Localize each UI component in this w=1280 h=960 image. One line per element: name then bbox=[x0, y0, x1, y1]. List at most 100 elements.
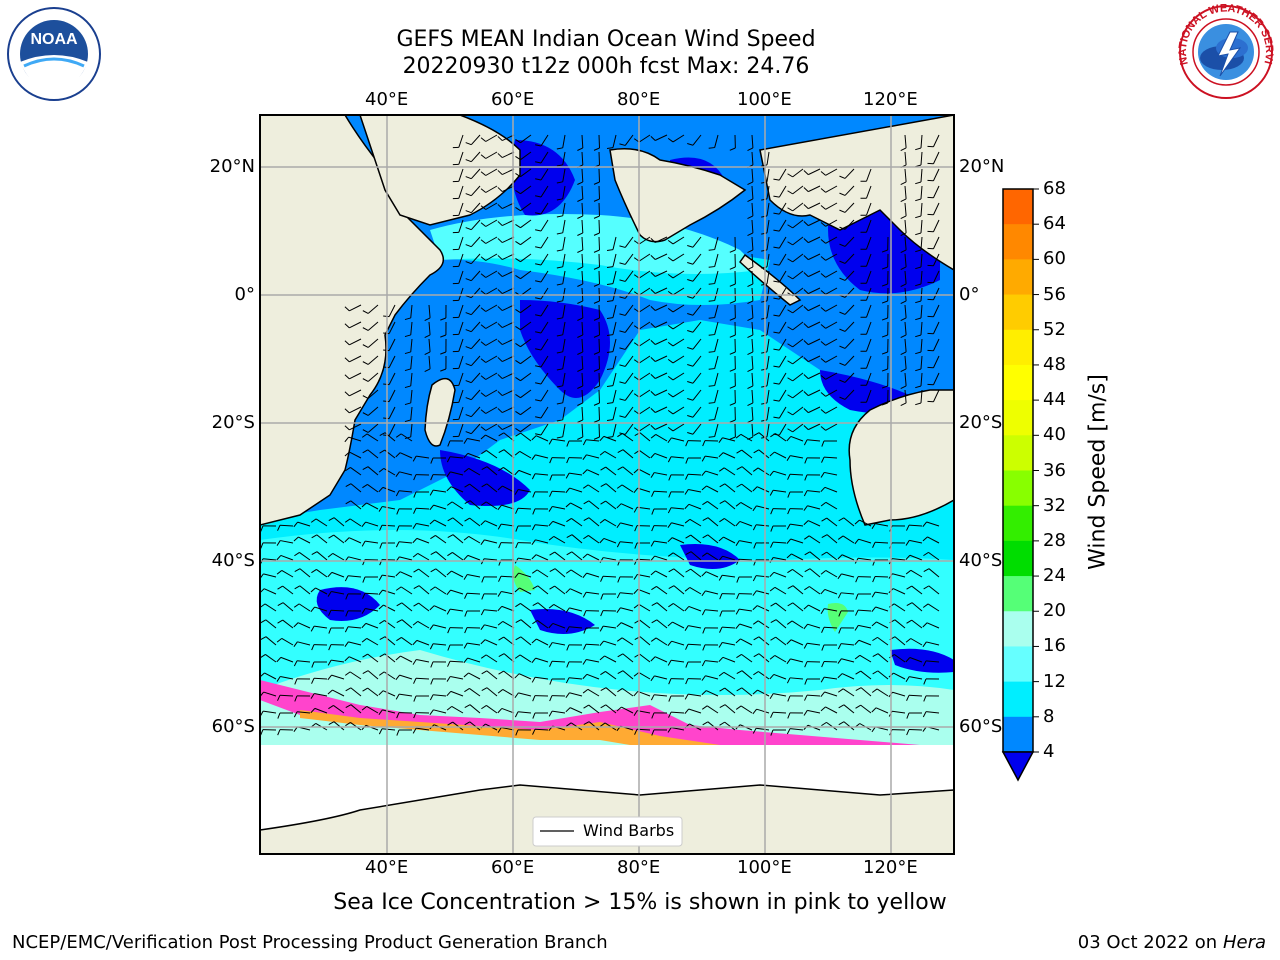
wind-barb-flag bbox=[328, 517, 335, 521]
wind-barb bbox=[366, 705, 379, 714]
wind-barb-flag bbox=[719, 721, 725, 726]
wind-barb bbox=[562, 338, 566, 352]
wind-barb-flag bbox=[752, 708, 757, 715]
wind-barb-flag bbox=[593, 283, 600, 287]
wind-barb bbox=[778, 372, 787, 385]
wind-barb-flag bbox=[344, 323, 350, 329]
wind-barb-flag bbox=[344, 425, 350, 431]
wind-barb-flag bbox=[480, 539, 485, 546]
wind-barb-flag bbox=[531, 554, 537, 560]
wind-barb bbox=[333, 517, 345, 527]
wind-barb bbox=[401, 637, 413, 646]
wind-barb bbox=[470, 236, 481, 247]
wind-barb-flag bbox=[404, 368, 411, 372]
wind-barb bbox=[933, 321, 940, 334]
wind-barb bbox=[655, 570, 668, 578]
wind-barb-flag bbox=[345, 704, 352, 709]
wind-barb bbox=[410, 389, 413, 403]
wind-barb bbox=[501, 591, 515, 595]
wind-barb bbox=[399, 452, 413, 459]
wind-barb bbox=[842, 535, 855, 544]
wind-barb bbox=[705, 470, 719, 476]
wind-barb bbox=[586, 454, 600, 459]
wind-barb-flag bbox=[577, 232, 584, 236]
wind-barb-flag bbox=[362, 412, 369, 416]
wind-barb-flag bbox=[915, 232, 922, 236]
wind-barb bbox=[581, 304, 584, 319]
wind-barb bbox=[756, 708, 770, 714]
wind-barb-flag bbox=[464, 517, 470, 522]
wind-barb bbox=[705, 660, 719, 663]
wind-barb bbox=[621, 637, 634, 646]
wind-barb bbox=[808, 253, 821, 261]
wind-barb bbox=[350, 500, 362, 510]
wind-barb-flag bbox=[687, 398, 694, 401]
wind-barb-flag bbox=[396, 712, 400, 719]
wind-barb-flag bbox=[708, 368, 715, 370]
wind-barb-flag bbox=[413, 568, 419, 573]
wind-barb-flag bbox=[803, 187, 809, 192]
wind-barb bbox=[501, 707, 515, 714]
wind-barb-flag bbox=[514, 587, 520, 593]
wind-barb-flag bbox=[276, 570, 283, 575]
wind-barb bbox=[552, 520, 566, 527]
wind-barb-flag bbox=[535, 365, 542, 368]
wind-barb-flag bbox=[464, 593, 468, 599]
wind-barb-flag bbox=[464, 627, 468, 634]
wind-barb-flag bbox=[497, 187, 503, 192]
wind-barb bbox=[910, 638, 923, 646]
wind-barb-flag bbox=[719, 626, 723, 633]
colorbar-segment bbox=[1003, 540, 1033, 577]
wind-barb bbox=[518, 572, 532, 578]
wind-barb bbox=[603, 537, 617, 544]
wind-barb bbox=[807, 623, 821, 629]
wind-barb bbox=[502, 304, 515, 312]
wind-barb bbox=[415, 677, 430, 680]
wind-barb bbox=[808, 372, 821, 380]
wind-barb bbox=[365, 608, 379, 612]
wind-barb-flag bbox=[260, 603, 266, 608]
wind-barb bbox=[778, 236, 787, 249]
wind-barb bbox=[655, 304, 668, 311]
wind-barb-flag bbox=[593, 215, 600, 219]
wind-barb bbox=[265, 654, 277, 663]
wind-barb-flag bbox=[378, 487, 384, 493]
wind-barb-flag bbox=[430, 535, 436, 540]
wind-barb bbox=[624, 423, 634, 435]
wind-barb-flag bbox=[429, 489, 434, 496]
wind-barb bbox=[450, 456, 464, 459]
wind-barb-flag bbox=[294, 585, 301, 590]
wind-barb-flag bbox=[465, 414, 472, 418]
wind-barb bbox=[751, 168, 754, 183]
wind-barb bbox=[333, 534, 345, 544]
wind-barb bbox=[672, 423, 685, 432]
wind-barb bbox=[502, 338, 515, 346]
wind-barb bbox=[365, 521, 379, 527]
wind-barb bbox=[581, 185, 584, 200]
wind-barb bbox=[502, 253, 515, 261]
wind-barb bbox=[654, 540, 668, 544]
wind-barb-flag bbox=[650, 288, 656, 294]
wind-barb-flag bbox=[770, 729, 774, 736]
wind-barb-flag bbox=[787, 360, 793, 365]
wind-barb bbox=[792, 270, 804, 280]
wind-barb bbox=[876, 621, 889, 629]
wind-barb-flag bbox=[685, 440, 689, 447]
wind-barb bbox=[841, 592, 855, 595]
wind-barb-flag bbox=[633, 468, 639, 474]
wind-barb bbox=[263, 691, 277, 697]
wind-barb-flag bbox=[582, 591, 587, 598]
wind-barb-flag bbox=[803, 374, 809, 379]
wind-barb bbox=[926, 521, 940, 527]
wind-barb-flag bbox=[667, 659, 672, 666]
wind-barb bbox=[624, 338, 634, 350]
wind-barb bbox=[758, 653, 770, 663]
wind-barb bbox=[826, 517, 838, 527]
wind-barb bbox=[825, 202, 838, 210]
wind-barb-flag bbox=[429, 694, 434, 701]
wind-barb bbox=[741, 483, 753, 493]
wind-barb bbox=[933, 236, 940, 249]
wind-barb bbox=[458, 270, 464, 284]
wind-barb bbox=[688, 708, 702, 714]
wind-barb bbox=[470, 423, 481, 434]
